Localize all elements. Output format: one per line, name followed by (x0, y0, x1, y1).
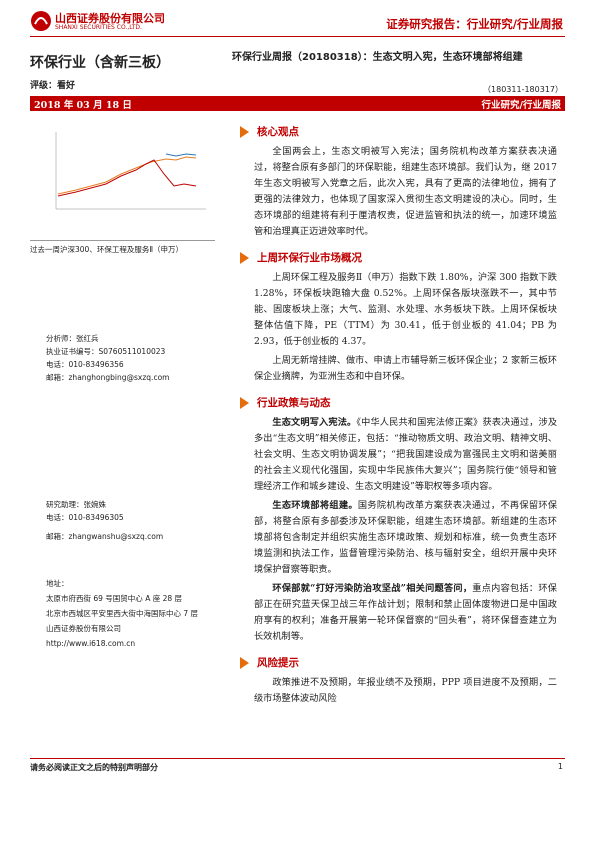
section-heading: 行业政策与动态 (240, 395, 557, 410)
period: （180311-180317） (483, 85, 563, 94)
tag: 行业研究/行业周报 (481, 100, 561, 111)
paragraph: 生态文明写入宪法。《中华人民共和国宪法修正案》获表决通过，涉及多出“生态文明”相… (254, 415, 557, 495)
section-heading-text: 行业政策与动态 (257, 397, 331, 409)
section-heading-text: 核心观点 (257, 126, 299, 138)
paragraph-text: 全国两会上，生态文明被写入宪法；国务院机构改革方案获表决通过，将整合原有多部门的… (254, 146, 557, 237)
address-line: 山西证券股份有限公司 (46, 624, 121, 633)
footer-rule (30, 758, 565, 759)
paragraph-text: 重点内容包括：环保部正在研究蓝天保卫战三年作战计划；限制和禁止固体废物进口是中国… (254, 583, 557, 642)
header-rule (30, 36, 565, 37)
paragraph: 环保部就“打好污染防治攻坚战”相关问题答问，重点内容包括：环保部正在研究蓝天保卫… (254, 581, 557, 645)
address: 地址： 太原市府西街 69 号国贸中心 A 座 28 层 北京市西城区平安里西大… (46, 576, 216, 651)
section: 行业政策与动态生态文明写入宪法。《中华人民共和国宪法修正案》获表决通过，涉及多出… (240, 395, 557, 645)
paragraph: 生态环境部将组建。国务院机构改革方案获表决通过，不再保留环保部，将整合原有多部委… (254, 498, 557, 578)
assistant-line: 研究助理：张婉姝 (46, 500, 106, 509)
paragraph-text: 上周环保工程及服务Ⅱ（申万）指数下跌 1.80%，沪深 300 指数下跌 1.2… (254, 272, 557, 347)
main-body: 核心观点全国两会上，生态文明被写入宪法；国务院机构改革方案获表决通过，将整合原有… (240, 118, 557, 717)
section: 核心观点全国两会上，生态文明被写入宪法；国务院机构改革方案获表决通过，将整合原有… (240, 124, 557, 240)
heading-icon (240, 396, 249, 409)
logo-icon (31, 11, 51, 31)
industry: 环保行业（含新三板） (30, 55, 170, 71)
paragraph-text: 政策推进不及预期，年报业绩不及预期，PPP 项目进度不及预期，二级市场整体波动风… (254, 677, 557, 704)
paragraph-text: 国务院机构改革方案获表决通过，不再保留环保部，将整合原有多部委涉及环保职能，组建… (254, 500, 558, 575)
paragraph-lead: 环保部就“打好污染防治攻坚战”相关问题答问， (272, 583, 473, 594)
address-line: 地址： (46, 579, 69, 588)
company-en: SHANXI SECURITIES CO.,LTD. (55, 24, 142, 31)
address-line: http://www.i618.com.cn (46, 639, 136, 648)
analyst-line: 分析师：张红兵 (46, 334, 99, 343)
address-line: 太原市府西街 69 号国贸中心 A 座 28 层 (46, 594, 183, 603)
report-type: 证券研究报告：行业研究/行业周报 (386, 17, 563, 31)
analyst-line: 执业证书编号：S0760511010023 (46, 347, 166, 356)
heading-icon (240, 125, 249, 138)
paragraph-lead: 生态文明写入宪法。 (272, 417, 357, 428)
date: 2018 年 03 月 18 日 (34, 100, 132, 111)
section: 风险提示政策推进不及预期，年报业绩不及预期，PPP 项目进度不及预期，二级市场整… (240, 655, 557, 707)
section-heading: 上周环保行业市场概况 (240, 250, 557, 265)
paragraph-text: 上周无新增挂牌、做市、申请上市辅导新三板环保企业；2 家新三板环保企业摘牌，为亚… (254, 355, 557, 382)
analyst: 分析师：张红兵 执业证书编号：S0760511010023 电话：010-834… (46, 332, 216, 384)
price-chart (55, 132, 206, 210)
section-heading-text: 风险提示 (257, 657, 299, 669)
analyst-line: 电话：010-83496356 (46, 360, 124, 369)
assistant-line: 电话：010-83496305 (46, 513, 124, 522)
paragraph: 上周环保工程及服务Ⅱ（申万）指数下跌 1.80%，沪深 300 指数下跌 1.2… (254, 270, 557, 350)
section: 上周环保行业市场概况上周环保工程及服务Ⅱ（申万）指数下跌 1.80%，沪深 30… (240, 250, 557, 385)
company-cn: 山西证券股份有限公司 (55, 12, 165, 25)
assistant: 研究助理：张婉姝 电话：010-83496305 邮箱：zhangwanshu@… (46, 498, 216, 543)
paragraph: 上周无新增挂牌、做市、申请上市辅导新三板环保企业；2 家新三板环保企业摘牌，为亚… (254, 353, 557, 385)
paragraph-text: 《中华人民共和国宪法修正案》获表决通过，涉及多出“生态文明”相关修正，包括：“推… (254, 417, 558, 492)
heading-icon (240, 656, 249, 669)
section-heading: 核心观点 (240, 124, 557, 139)
paragraph: 政策推进不及预期，年报业绩不及预期，PPP 项目进度不及预期，二级市场整体波动风… (254, 675, 557, 707)
analyst-line: 邮箱：zhanghongbing@sxzq.com (46, 373, 170, 382)
section-heading: 风险提示 (240, 655, 557, 670)
footer-notice: 请务必阅读正文之后的特别声明部分 (30, 763, 158, 772)
chart-caption: 过去一周沪深300、环保工程及服务Ⅱ（申万） (30, 240, 215, 256)
heading-icon (240, 251, 249, 264)
report-title: 环保行业周报（20180318）：生态文明入宪，生态环境部将组建 (232, 52, 523, 63)
paragraph-lead: 生态环境部将组建。 (272, 500, 358, 511)
paragraph: 全国两会上，生态文明被写入宪法；国务院机构改革方案获表决通过，将整合原有多部门的… (254, 144, 557, 240)
section-heading-text: 上周环保行业市场概况 (257, 252, 362, 264)
rating: 评级：看好 (30, 81, 76, 91)
page-number: 1 (557, 762, 563, 771)
band (30, 96, 565, 111)
address-line: 北京市西城区平安里西大街中海国际中心 7 层 (46, 609, 199, 618)
assistant-line: 邮箱：zhangwanshu@sxzq.com (46, 532, 164, 541)
